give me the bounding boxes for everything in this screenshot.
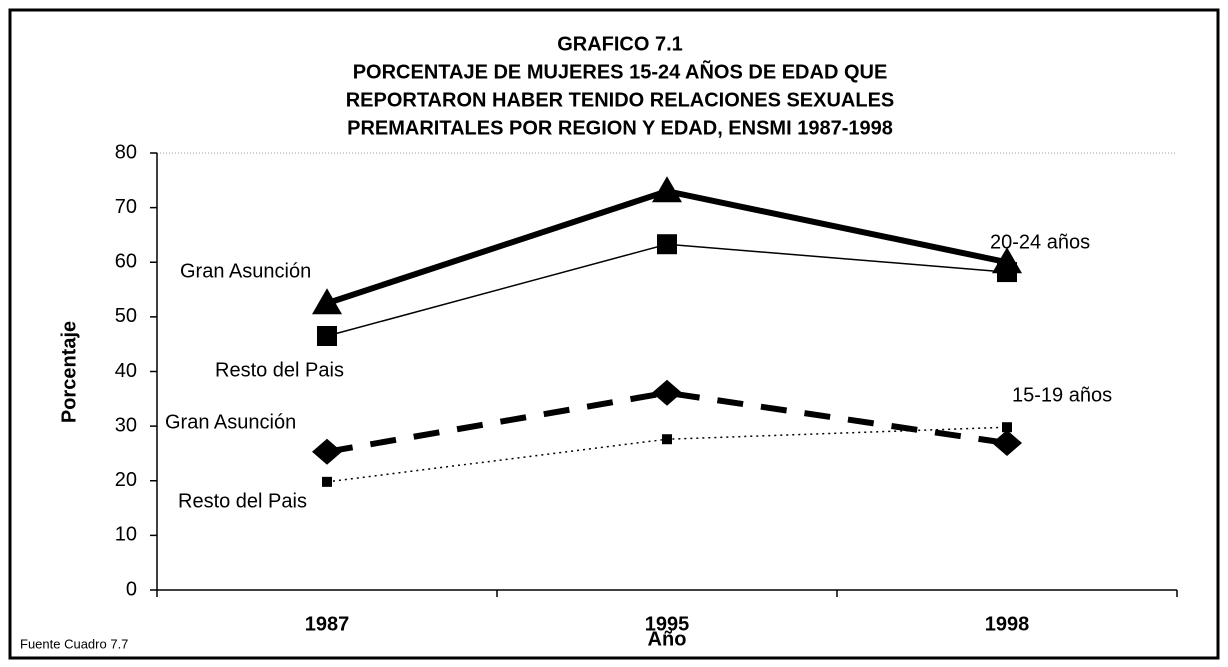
marker [312, 438, 342, 465]
chart-title: PREMARITALES POR REGION Y EDAD, ENSMI 19… [347, 117, 893, 139]
marker [312, 288, 342, 315]
series-label: Gran Asunción [180, 260, 311, 282]
chart-title: REPORTARON HABER TENIDO RELACIONES SEXUA… [346, 89, 895, 111]
annotation: 15-19 años [1012, 384, 1112, 406]
series-label: Gran Asunción [165, 411, 296, 433]
marker [657, 234, 677, 255]
x-axis-label: Año [648, 628, 687, 650]
annotation: 20-24 años [990, 231, 1090, 253]
marker [317, 325, 337, 346]
x-tick-label: 1995 [645, 613, 690, 635]
source: Fuente Cuadro 7.7 [20, 636, 128, 651]
x-tick-label: 1987 [305, 613, 350, 635]
marker [652, 379, 682, 406]
series-label: Resto del Pais [178, 490, 307, 512]
y-tick-label: 40 [115, 360, 137, 382]
x-tick-label: 1998 [985, 613, 1030, 635]
series-line [326, 243, 1008, 337]
y-tick-label: 70 [115, 196, 137, 218]
y-tick-label: 0 [126, 578, 137, 600]
series-line [326, 389, 1008, 455]
y-tick-label: 80 [115, 141, 137, 163]
series-label: Resto del Pais [215, 359, 344, 381]
marker [997, 262, 1017, 283]
marker [652, 176, 682, 203]
y-axis-label: Porcentaje [58, 321, 80, 423]
marker [992, 430, 1022, 457]
marker [1002, 422, 1012, 433]
marker [662, 434, 672, 445]
y-tick-label: 60 [115, 251, 137, 273]
y-tick-label: 20 [115, 469, 137, 491]
marker [322, 476, 332, 487]
chart-title: GRAFICO 7.1 [557, 33, 683, 55]
chart-title: PORCENTAJE DE MUJERES 15-24 AÑOS DE EDAD… [353, 60, 888, 83]
y-tick-label: 50 [115, 305, 137, 327]
y-tick-label: 30 [115, 414, 137, 436]
y-tick-label: 10 [115, 524, 137, 546]
frame [8, 8, 1220, 660]
